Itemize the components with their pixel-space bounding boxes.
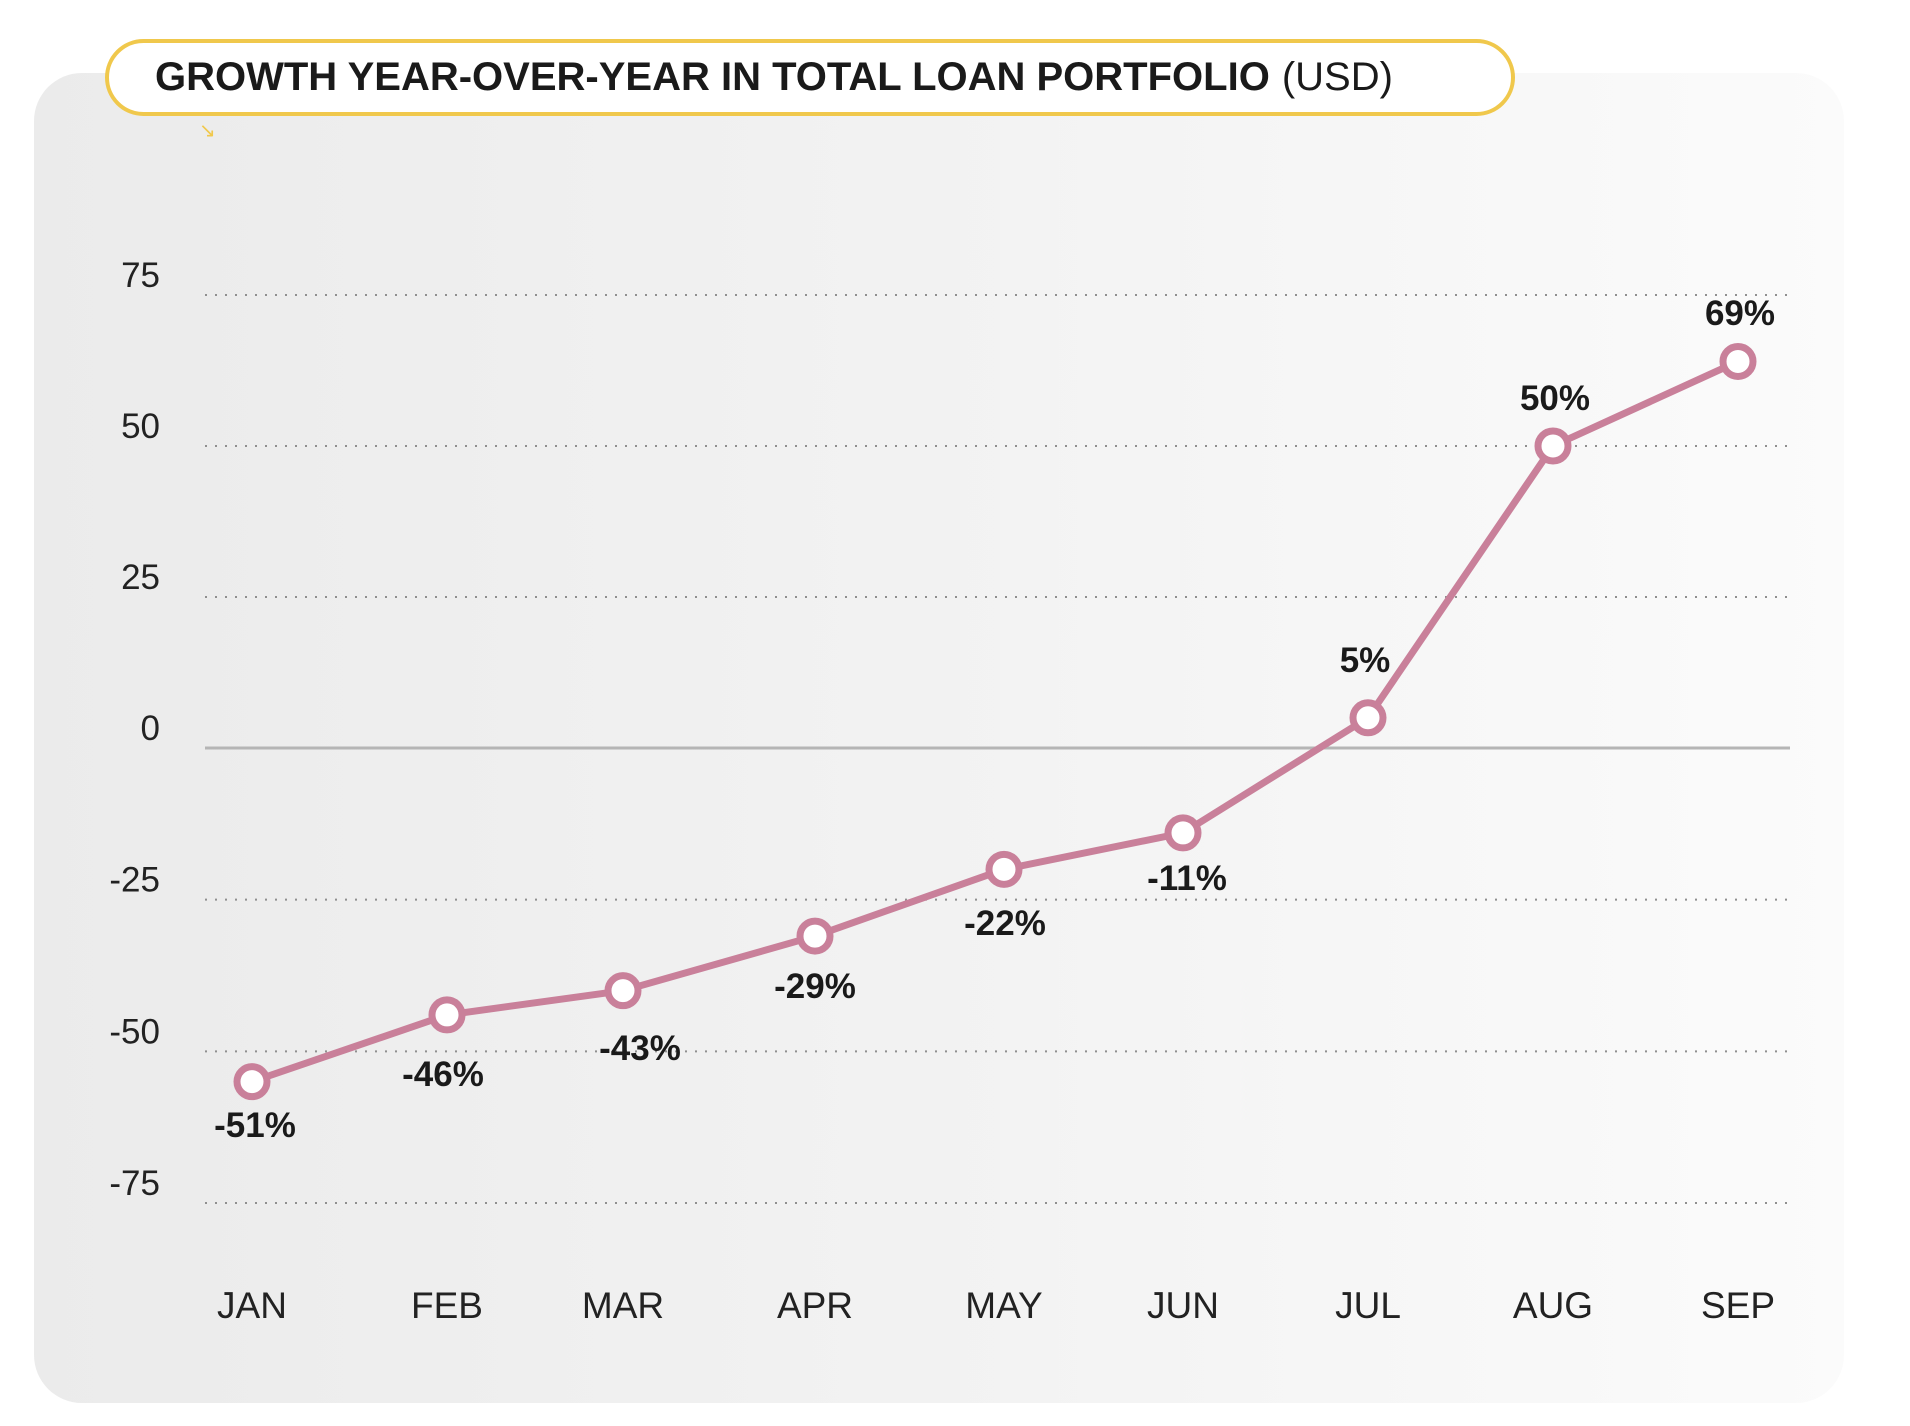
data-label-jun: -11% <box>1147 859 1227 898</box>
data-point-apr <box>796 917 834 955</box>
series-line-group <box>233 342 1757 1101</box>
data-label-sep: 69% <box>1705 294 1775 333</box>
x-tick-label: SEP <box>1701 1285 1775 1326</box>
data-point-aug <box>1534 427 1572 465</box>
data-label-mar: -43% <box>599 1029 681 1068</box>
data-label-may: -22% <box>964 904 1046 943</box>
data-point-feb <box>428 996 466 1034</box>
data-point-mar <box>604 972 642 1010</box>
x-tick-label: AUG <box>1513 1285 1593 1326</box>
data-label-jul: 5% <box>1340 641 1391 680</box>
chart-title-pill: GROWTH YEAR-OVER-YEAR IN TOTAL LOAN PORT… <box>105 39 1515 116</box>
data-point-jul <box>1349 699 1387 737</box>
data-point-may <box>985 850 1023 888</box>
y-tick-label: -25 <box>109 861 160 900</box>
y-tick-label: 75 <box>121 256 160 295</box>
y-tick-label: 25 <box>121 558 160 597</box>
y-axis-ticks: 75 50 25 0 -25 -50 -75 <box>109 256 160 1203</box>
x-tick-label: JAN <box>217 1285 287 1326</box>
x-tick-label: APR <box>777 1285 853 1326</box>
x-tick-label: MAY <box>965 1285 1042 1326</box>
data-label-feb: -46% <box>402 1055 484 1094</box>
y-tick-label: -75 <box>109 1164 160 1203</box>
chart-title-unit: (USD) <box>1281 55 1393 99</box>
x-tick-label: JUN <box>1147 1285 1219 1326</box>
data-label-apr: -29% <box>774 967 856 1006</box>
data-labels: -51% -46% -43% -29% -22% -11% 5% 50% 69% <box>214 294 1775 1145</box>
corner-arrow-icon: ↘ <box>199 120 216 142</box>
data-point-jun <box>1164 814 1202 852</box>
data-point-sep <box>1719 342 1757 380</box>
gridlines <box>205 294 1790 1204</box>
y-tick-label: 50 <box>121 407 160 446</box>
y-tick-label: 0 <box>141 709 160 748</box>
data-label-jan: -51% <box>214 1106 296 1145</box>
data-label-aug: 50% <box>1520 379 1590 418</box>
data-point-jan <box>233 1063 271 1101</box>
chart-title: GROWTH YEAR-OVER-YEAR IN TOTAL LOAN PORT… <box>155 55 1270 99</box>
x-tick-label: FEB <box>411 1285 483 1326</box>
y-tick-label: -50 <box>109 1012 160 1051</box>
x-axis-ticks: JAN FEB MAR APR MAY JUN JUL AUG SEP <box>217 1285 1775 1326</box>
x-tick-label: MAR <box>582 1285 664 1326</box>
series-line <box>248 357 1742 1086</box>
x-tick-label: JUL <box>1335 1285 1401 1326</box>
